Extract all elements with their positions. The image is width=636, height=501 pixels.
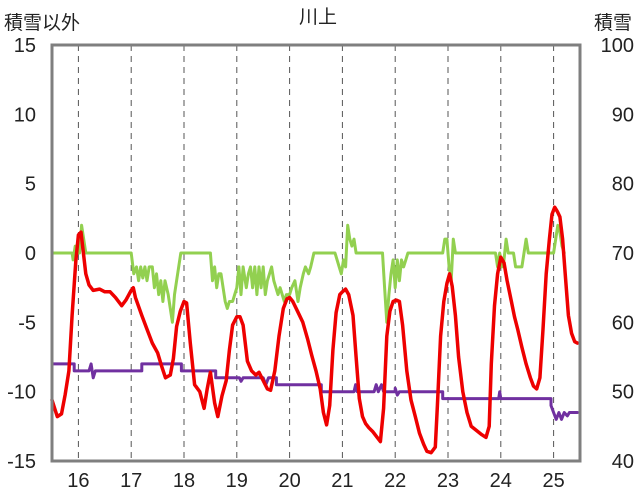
- x-tick-label: 22: [384, 470, 406, 492]
- x-tick-label: 24: [490, 470, 512, 492]
- x-tick-label: 20: [278, 470, 300, 492]
- y-right-tick-label: 80: [612, 174, 634, 196]
- y-right-tick-label: 40: [612, 451, 634, 473]
- y-left-tick-label: 5: [25, 174, 36, 196]
- y-left-tick-label: -10: [7, 382, 36, 404]
- plot-frame: [50, 43, 582, 463]
- x-tick-label: 25: [542, 470, 564, 492]
- left-axis-title: 積雪以外: [4, 12, 80, 34]
- x-tick-label: 16: [67, 470, 89, 492]
- series-group: [50, 205, 580, 455]
- chart-title: 川上: [299, 6, 337, 28]
- x-tick-label: 23: [437, 470, 459, 492]
- series-line-red: [50, 205, 580, 455]
- y-right-tick-label: 60: [612, 312, 634, 334]
- y-right-tick-label: 90: [612, 104, 634, 126]
- right-axis-title: 積雪: [594, 12, 632, 34]
- y-left-tick-label: 10: [14, 104, 36, 126]
- y-left-tick-label: -15: [7, 451, 36, 473]
- x-tick-label: 17: [120, 470, 142, 492]
- x-tick-label: 18: [173, 470, 195, 492]
- y-left-tick-label: 0: [25, 243, 36, 265]
- series-line-green: [50, 223, 566, 324]
- series-line-purple: [50, 362, 579, 421]
- y-right-tick-label: 70: [612, 243, 634, 265]
- y-left-tick-label: -5: [18, 312, 36, 334]
- x-tick-label: 19: [226, 470, 248, 492]
- y-right-tick-label: 50: [612, 382, 634, 404]
- y-left-tick-label: 15: [14, 35, 36, 57]
- tick-labels: 16 17 18 19 20 21 22 23 24 25151050-5-10-15100908…: [7, 35, 634, 492]
- y-right-tick-label: 100: [601, 35, 634, 57]
- x-tick-label: 21: [331, 470, 353, 492]
